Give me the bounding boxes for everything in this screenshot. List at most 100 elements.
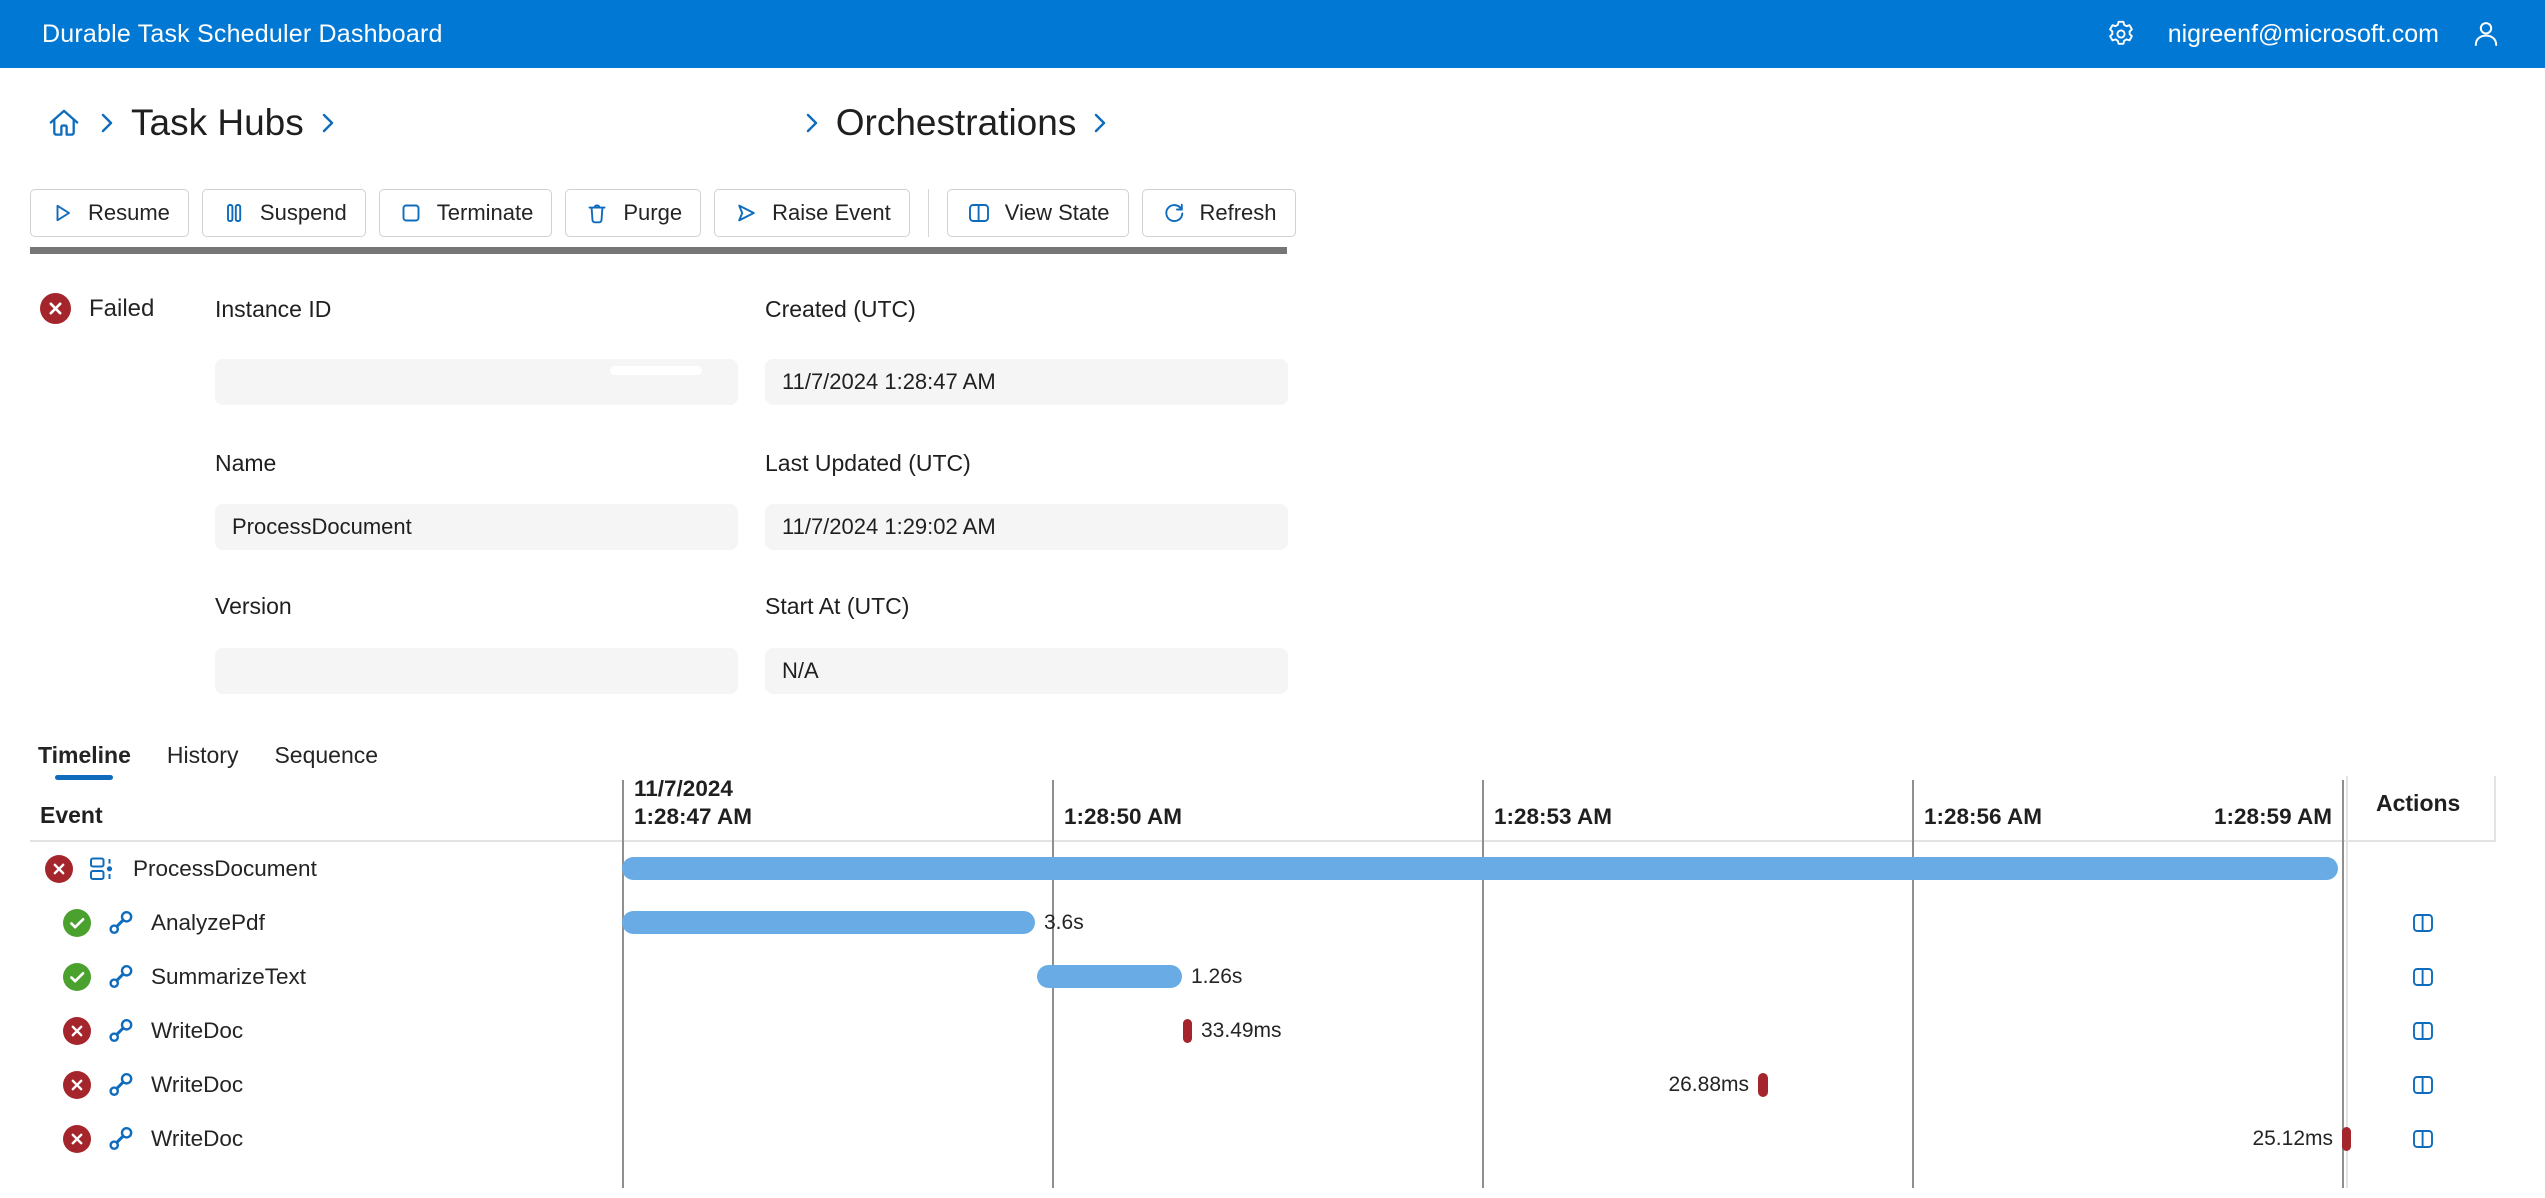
event-label-cell: AnalyzePdf — [63, 896, 265, 950]
purge-button[interactable]: Purge — [565, 189, 702, 237]
duration-label: 25.12ms — [2252, 1127, 2333, 1150]
timeline-header: Event Actions 11/7/2024 1:28:47 AM 1:28:50… — [30, 776, 2496, 842]
raise-event-button[interactable]: Raise Event — [714, 189, 910, 237]
split-pane-icon — [2410, 964, 2436, 990]
instance-id-field[interactable] — [215, 359, 738, 405]
timeline-row: AnalyzePdf 3.6s — [30, 896, 2496, 950]
tick-time: 1:28:47 AM — [634, 803, 752, 829]
timeline-bar — [1183, 1019, 1192, 1043]
timeline-body: ProcessDocument AnalyzePdf 3.6s SummarizeTe… — [30, 842, 2496, 1188]
trash-icon — [584, 200, 610, 226]
event-label-cell: ProcessDocument — [45, 842, 317, 896]
view-state-action-button[interactable] — [2406, 1016, 2440, 1048]
duration-label: 26.88ms — [1668, 1073, 1749, 1096]
event-label-cell: WriteDoc — [63, 1112, 243, 1166]
last-updated-utc-field[interactable]: 11/7/2024 1:29:02 AM — [765, 504, 1288, 550]
last-updated-utc-label: Last Updated (UTC) — [765, 450, 971, 476]
version-field[interactable] — [215, 648, 738, 694]
toolbar: Resume Suspend Terminate Purge Raise Event Vi… — [30, 189, 1296, 237]
timeline-bar — [1758, 1073, 1768, 1097]
activity-icon — [106, 1016, 136, 1046]
actions-column-header: Actions — [2376, 790, 2461, 816]
timeline-bar — [2342, 1127, 2351, 1151]
split-pane-icon — [2410, 1126, 2436, 1152]
settings-gear-icon[interactable] — [2104, 17, 2138, 51]
event-name: WriteDoc — [151, 1018, 244, 1043]
event-column-header: Event — [40, 802, 103, 828]
tick-time: 1:28:50 AM — [1064, 803, 1182, 829]
succeeded-status-icon — [63, 963, 91, 991]
breadcrumb-task-hubs[interactable]: Task Hubs — [131, 102, 304, 143]
user-profile-icon[interactable] — [2469, 17, 2503, 51]
timeline-gridline — [1912, 780, 1914, 1188]
view-state-action-button[interactable] — [2406, 1124, 2440, 1156]
send-icon — [733, 200, 759, 226]
event-label-cell: WriteDoc — [63, 1004, 243, 1058]
breadcrumb: Task Hubs Orchestrations — [45, 102, 1110, 144]
tick-time: 1:28:53 AM — [1494, 803, 1612, 829]
tab-sequence[interactable]: Sequence — [274, 742, 379, 768]
refresh-button[interactable]: Refresh — [1141, 189, 1296, 237]
button-label: Terminate — [436, 200, 534, 225]
suspend-button[interactable]: Suspend — [201, 189, 366, 237]
table-header-right-border — [2494, 776, 2496, 840]
chevron-right-icon — [802, 109, 822, 137]
time-tick: 11/7/2024 1:28:47 AM — [634, 775, 752, 831]
tick-time: 1:28:56 AM — [1924, 803, 2042, 829]
taskhub-name-redacted — [352, 118, 788, 128]
redacted-text — [610, 366, 702, 375]
event-label-cell: SummarizeText — [63, 950, 306, 1004]
toolbar-divider — [927, 189, 929, 237]
start-at-utc-field[interactable]: N/A — [765, 648, 1288, 694]
tab-timeline[interactable]: Timeline — [38, 740, 131, 771]
button-label: Suspend — [259, 200, 347, 225]
resume-button[interactable]: Resume — [30, 189, 189, 237]
view-state-button[interactable]: View State — [946, 189, 1129, 237]
event-name: WriteDoc — [151, 1126, 244, 1151]
timeline-bar — [622, 857, 2338, 880]
chevron-right-icon — [1090, 109, 1110, 137]
timeline-row: WriteDoc 33.49ms — [30, 1004, 2496, 1058]
event-label-cell: WriteDoc — [63, 1058, 243, 1112]
time-tick: 1:28:53 AM — [1494, 803, 1612, 831]
time-tick: 1:28:50 AM — [1064, 803, 1182, 831]
play-icon — [49, 200, 75, 226]
chevron-right-icon — [318, 109, 338, 137]
event-name: SummarizeText — [151, 964, 307, 989]
split-pane-icon — [2410, 1072, 2436, 1098]
failed-status-icon — [40, 293, 71, 324]
status-label: Failed — [89, 294, 155, 322]
name-label: Name — [215, 450, 277, 476]
toolbar-divider-bar — [30, 247, 1287, 254]
chevron-right-icon — [97, 109, 117, 137]
terminate-button[interactable]: Terminate — [378, 189, 553, 237]
instance-id-label: Instance ID — [215, 296, 332, 322]
timeline-row: WriteDoc 25.12ms — [30, 1112, 2496, 1166]
failed-status-icon — [45, 855, 73, 883]
timeline-table: Event Actions 11/7/2024 1:28:47 AM 1:28:50… — [30, 776, 2496, 1188]
home-icon[interactable] — [45, 104, 83, 142]
start-at-utc-label: Start At (UTC) — [765, 593, 910, 619]
duration-label: 1.26s — [1191, 965, 1243, 988]
breadcrumb-orchestrations[interactable]: Orchestrations — [835, 102, 1077, 143]
split-pane-icon — [2410, 1018, 2436, 1044]
activity-icon — [106, 1124, 136, 1154]
time-tick: 1:28:56 AM — [1924, 803, 2042, 831]
timeline-row: WriteDoc 26.88ms — [30, 1058, 2496, 1112]
activity-icon — [106, 962, 136, 992]
app-title: Durable Task Scheduler Dashboard — [42, 19, 443, 48]
view-state-action-button[interactable] — [2406, 908, 2440, 940]
top-app-bar: Durable Task Scheduler Dashboard nigreen… — [0, 0, 2545, 68]
actions-column-border — [2346, 776, 2348, 1188]
split-pane-icon — [966, 200, 992, 226]
view-state-action-button[interactable] — [2406, 962, 2440, 994]
timeline-bar — [622, 911, 1035, 934]
view-state-action-button[interactable] — [2406, 1070, 2440, 1102]
failed-status-icon — [63, 1017, 91, 1045]
pause-icon — [221, 200, 247, 226]
timeline-gridline — [2342, 780, 2344, 1188]
created-utc-field[interactable]: 11/7/2024 1:28:47 AM — [765, 359, 1288, 405]
name-field[interactable]: ProcessDocument — [215, 504, 738, 550]
button-label: Purge — [623, 200, 683, 225]
tab-history[interactable]: History — [166, 742, 239, 768]
